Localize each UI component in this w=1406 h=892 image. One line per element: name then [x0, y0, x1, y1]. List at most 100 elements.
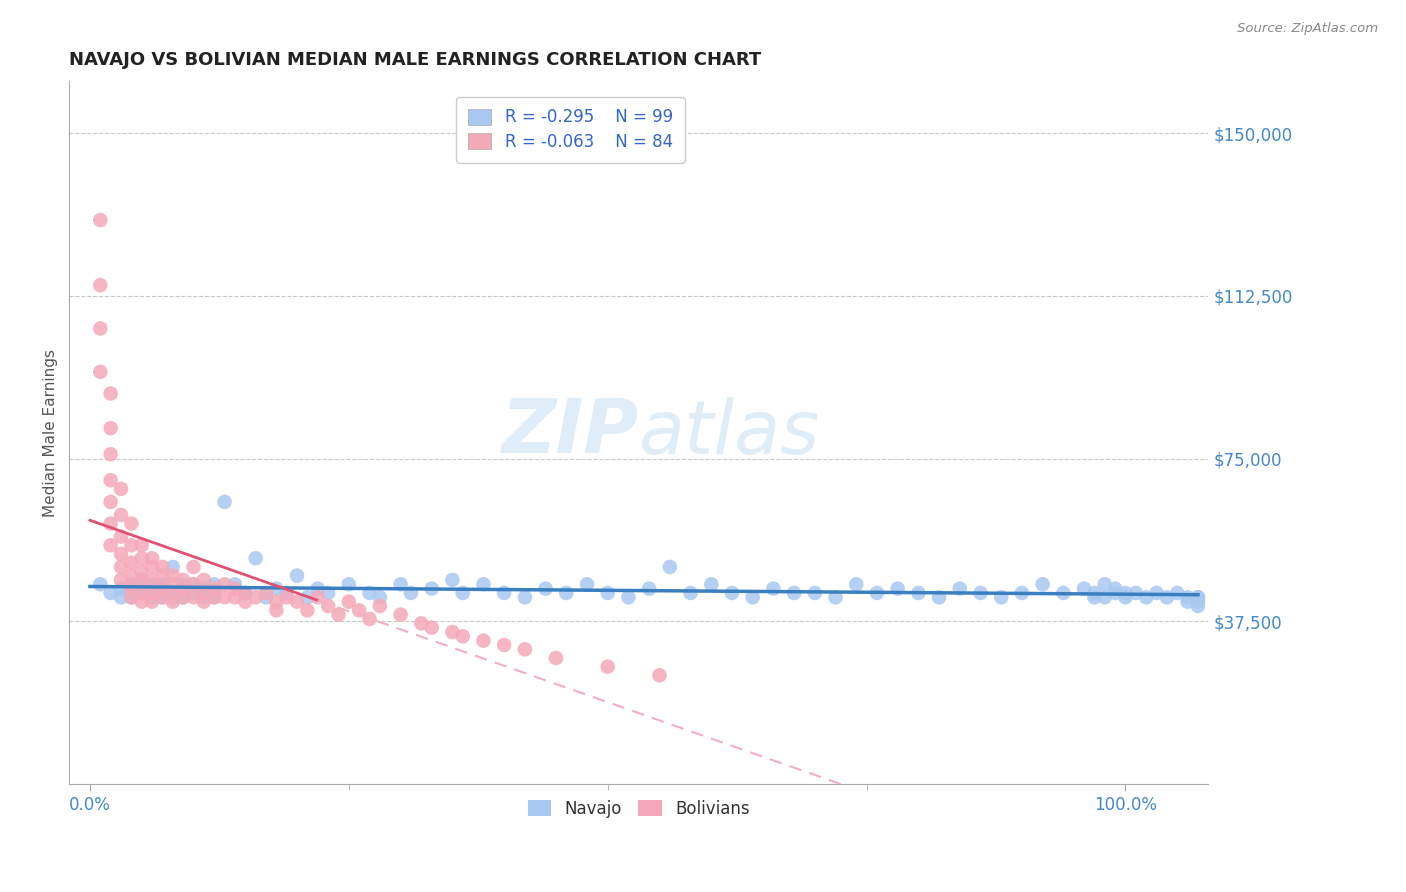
Point: [347, 603, 370, 617]
Point: [1177, 594, 1199, 608]
Point: [183, 577, 205, 591]
Point: [368, 591, 391, 605]
Point: [679, 586, 702, 600]
Point: [245, 551, 267, 566]
Point: [762, 582, 785, 596]
Point: [1187, 591, 1209, 605]
Point: [617, 591, 640, 605]
Point: [297, 591, 319, 605]
Point: [1083, 586, 1105, 600]
Point: [224, 591, 246, 605]
Point: [658, 560, 681, 574]
Point: [141, 577, 163, 591]
Point: [534, 582, 557, 596]
Point: [316, 599, 339, 613]
Point: [1166, 586, 1188, 600]
Point: [100, 495, 122, 509]
Point: [441, 625, 464, 640]
Point: [266, 582, 288, 596]
Point: [202, 591, 225, 605]
Point: [783, 586, 806, 600]
Point: [89, 278, 111, 293]
Point: [202, 582, 225, 596]
Point: [100, 447, 122, 461]
Point: [494, 586, 516, 600]
Point: [389, 607, 412, 622]
Point: [172, 591, 194, 605]
Point: [110, 547, 132, 561]
Point: [131, 582, 153, 596]
Point: [183, 577, 205, 591]
Point: [120, 591, 142, 605]
Point: [141, 582, 163, 596]
Point: [202, 577, 225, 591]
Point: [276, 586, 298, 600]
Point: [141, 560, 163, 574]
Point: [141, 591, 163, 605]
Point: [254, 586, 277, 600]
Point: [120, 582, 142, 596]
Point: [576, 577, 599, 591]
Point: [472, 633, 495, 648]
Point: [1125, 586, 1147, 600]
Point: [1187, 591, 1209, 605]
Point: [233, 586, 256, 600]
Point: [162, 577, 184, 591]
Text: atlas: atlas: [638, 397, 820, 468]
Point: [152, 582, 174, 596]
Point: [162, 568, 184, 582]
Point: [845, 577, 868, 591]
Point: [359, 586, 381, 600]
Point: [89, 577, 111, 591]
Point: [266, 594, 288, 608]
Point: [285, 568, 308, 582]
Point: [152, 577, 174, 591]
Point: [254, 591, 277, 605]
Point: [120, 591, 142, 605]
Text: ZIP: ZIP: [502, 396, 638, 469]
Point: [1114, 591, 1136, 605]
Point: [100, 516, 122, 531]
Point: [359, 612, 381, 626]
Point: [183, 586, 205, 600]
Point: [389, 577, 412, 591]
Point: [969, 586, 991, 600]
Point: [120, 568, 142, 582]
Point: [596, 659, 619, 673]
Text: NAVAJO VS BOLIVIAN MEDIAN MALE EARNINGS CORRELATION CHART: NAVAJO VS BOLIVIAN MEDIAN MALE EARNINGS …: [69, 51, 762, 69]
Point: [131, 573, 153, 587]
Text: Source: ZipAtlas.com: Source: ZipAtlas.com: [1237, 22, 1378, 36]
Point: [162, 586, 184, 600]
Point: [172, 577, 194, 591]
Point: [866, 586, 889, 600]
Point: [928, 591, 950, 605]
Point: [100, 586, 122, 600]
Point: [1052, 586, 1074, 600]
Point: [131, 538, 153, 552]
Point: [89, 213, 111, 227]
Point: [172, 591, 194, 605]
Point: [886, 582, 908, 596]
Point: [513, 642, 536, 657]
Point: [183, 560, 205, 574]
Point: [141, 586, 163, 600]
Point: [110, 560, 132, 574]
Point: [214, 495, 236, 509]
Point: [120, 586, 142, 600]
Legend: Navajo, Bolivians: Navajo, Bolivians: [522, 793, 756, 824]
Point: [328, 607, 350, 622]
Point: [120, 516, 142, 531]
Point: [100, 538, 122, 552]
Point: [1104, 582, 1126, 596]
Point: [152, 568, 174, 582]
Point: [472, 577, 495, 591]
Point: [285, 594, 308, 608]
Point: [233, 594, 256, 608]
Point: [1146, 586, 1168, 600]
Point: [824, 591, 846, 605]
Point: [224, 582, 246, 596]
Point: [1114, 586, 1136, 600]
Point: [214, 577, 236, 591]
Point: [120, 577, 142, 591]
Point: [131, 586, 153, 600]
